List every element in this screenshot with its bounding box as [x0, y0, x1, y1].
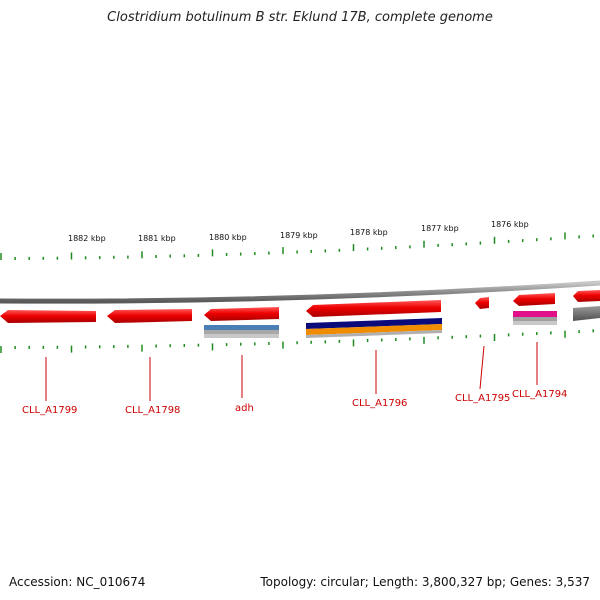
- genome-summary-text: Topology: circular; Length: 3,800,327 bp…: [260, 575, 590, 589]
- gene-arrow[interactable]: [204, 307, 279, 321]
- gene-label[interactable]: adh: [235, 403, 254, 414]
- feature-band-gray: [306, 330, 442, 338]
- gene-arrow[interactable]: [513, 293, 555, 306]
- kbp-label: 1877 kbp: [421, 224, 459, 233]
- inner-tick-marks: [0, 329, 594, 353]
- kbp-label: 1882 kbp: [68, 234, 106, 243]
- kbp-label: 1881 kbp: [138, 234, 176, 243]
- gene-label[interactable]: CLL_A1795: [455, 393, 510, 404]
- feature-band-dark-gray: [573, 306, 600, 321]
- kbp-label: 1880 kbp: [209, 233, 247, 242]
- genome-title: Clostridium botulinum B str. Eklund 17B,…: [107, 10, 493, 25]
- genome-backbone: [0, 280, 600, 304]
- gene-label[interactable]: CLL_A1799: [22, 405, 77, 416]
- feature-band-light-gray: [513, 321, 557, 325]
- feature-band-magenta: [513, 311, 557, 317]
- feature-band-orange: [306, 324, 442, 335]
- gene-arrow[interactable]: [0, 310, 96, 323]
- feature-band-gray: [204, 334, 279, 338]
- gene-arrow[interactable]: [306, 300, 441, 317]
- gene-arrow[interactable]: [573, 290, 600, 302]
- kbp-label: 1876 kbp: [491, 220, 529, 229]
- feature-band-steel-blue: [204, 325, 279, 330]
- feature-band-gray: [513, 317, 557, 321]
- accession-text: Accession: NC_010674: [9, 575, 146, 589]
- gene-arrow[interactable]: [475, 297, 489, 309]
- kbp-label: 1879 kbp: [280, 231, 318, 240]
- feature-band-light-gray: [204, 330, 279, 334]
- gene-arrow[interactable]: [107, 309, 192, 323]
- gene-label[interactable]: CLL_A1798: [125, 405, 180, 416]
- kbp-label: 1878 kbp: [350, 228, 388, 237]
- gene-leader-line: [479, 345, 485, 390]
- feature-band-navy: [306, 318, 442, 329]
- gene-label[interactable]: CLL_A1796: [352, 398, 407, 409]
- outer-tick-marks: [0, 232, 594, 260]
- gene-label[interactable]: CLL_A1794: [512, 389, 567, 400]
